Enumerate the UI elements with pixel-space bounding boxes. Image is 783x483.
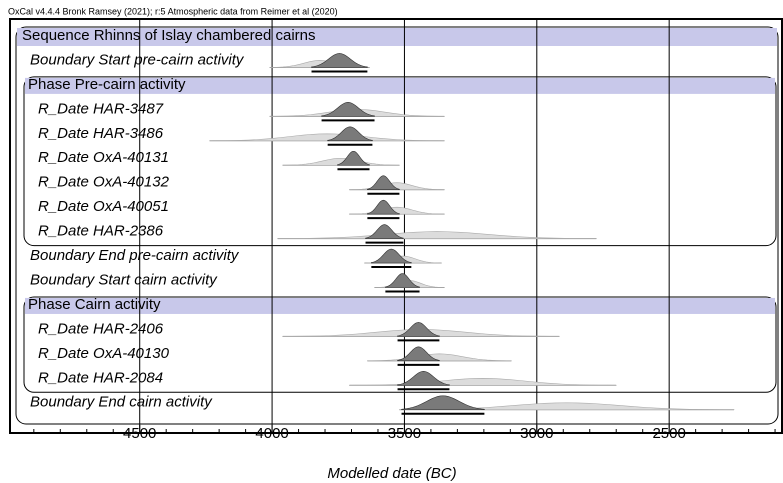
modelled-distribution — [367, 175, 400, 190]
modelled-distribution — [321, 102, 375, 117]
row-label: Phase Cairn activity — [28, 296, 161, 313]
sequence-box — [15, 26, 779, 425]
row-label: R_Date HAR-2406 — [38, 320, 164, 337]
modelled-distribution — [385, 273, 420, 288]
plot-frame — [9, 18, 783, 434]
modelled-distribution — [311, 53, 368, 68]
row-label: Boundary End pre-cairn activity — [30, 247, 240, 264]
unmodelled-distribution — [277, 231, 597, 239]
row-label: Boundary End cairn activity — [30, 394, 213, 411]
phase-band — [25, 297, 775, 314]
phase-band — [25, 77, 775, 94]
row-label: Boundary Start cairn activity — [30, 271, 218, 288]
modelled-distribution — [327, 126, 373, 142]
modelled-distribution — [337, 150, 370, 166]
row-label: R_Date OxA-40132 — [38, 174, 170, 191]
row-label: Boundary Start pre-cairn activity — [30, 51, 245, 68]
row-label: R_Date OxA-40130 — [38, 345, 170, 362]
x-axis-label: Modelled date (BC) — [327, 465, 456, 482]
modelled-distribution — [365, 224, 404, 239]
row-label: Sequence Rhinns of Islay chambered cairn… — [22, 27, 316, 44]
unmodelled-distribution — [349, 377, 617, 386]
unmodelled-distribution — [209, 133, 445, 142]
sequence-band — [17, 28, 777, 46]
unmodelled-distribution — [367, 353, 512, 362]
modelled-distribution — [371, 248, 412, 264]
modelled-distribution — [401, 395, 485, 411]
phase-box — [23, 76, 777, 247]
modelled-distribution — [397, 346, 440, 362]
row-label: R_Date OxA-40131 — [38, 149, 169, 166]
row-label: R_Date OxA-40051 — [38, 198, 169, 215]
header: OxCal v4.4.4 Bronk Ramsey (2021); r:5 At… — [8, 6, 338, 16]
row-label: R_Date HAR-3486 — [38, 125, 164, 142]
phase-box — [23, 296, 777, 393]
row-label: R_Date HAR-2084 — [38, 369, 163, 386]
modelled-distribution — [397, 322, 440, 337]
row-label: R_Date HAR-3487 — [38, 100, 164, 117]
unmodelled-distribution — [282, 157, 400, 166]
modelled-distribution — [367, 199, 400, 215]
row-label: R_Date HAR-2386 — [38, 223, 164, 240]
row-label: Phase Pre-cairn activity — [28, 76, 186, 93]
modelled-distribution — [397, 370, 450, 386]
